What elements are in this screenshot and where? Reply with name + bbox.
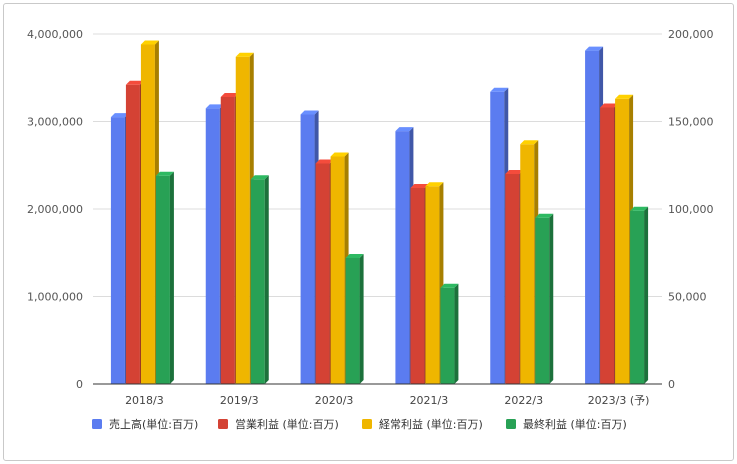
bar-top: [585, 46, 604, 51]
bars: [110, 40, 649, 384]
left-axis-ticks: 0 1,000,000 2,000,000 3,000,000 4,000,000: [27, 28, 83, 391]
right-tick-label: 200,000: [668, 28, 714, 41]
bar: [395, 131, 410, 384]
bar-top: [535, 213, 554, 218]
bar-top: [505, 170, 524, 174]
bar-top: [345, 254, 364, 258]
bar-top: [425, 182, 444, 187]
bar: [600, 107, 615, 384]
right-tick-label: 100,000: [668, 203, 714, 216]
bar: [585, 50, 600, 384]
bar-top: [330, 152, 349, 157]
category-label: 2020/3: [315, 394, 354, 407]
bar-side: [169, 171, 174, 384]
bar-top: [110, 113, 129, 118]
legend-item: 経常利益 (単位:百万): [362, 417, 483, 431]
bar-top: [440, 283, 459, 288]
right-tick-label: 150,000: [668, 116, 714, 129]
category-labels: 2018/3 2019/3 2020/3 2021/3 2022/3 2023/3 (予): [125, 394, 649, 407]
legend: 売上高(単位:百万) 営業利益 (単位:百万) 経常利益 (単位:百万) 最終利益 (…: [92, 417, 627, 431]
left-tick-label: 4,000,000: [27, 28, 83, 41]
left-tick-label: 3,000,000: [27, 116, 83, 129]
bar: [505, 174, 520, 384]
legend-swatch: [362, 419, 372, 429]
right-axis-ticks: 0 50,000 100,000 150,000 200,000: [668, 28, 714, 391]
legend-label: 営業利益 (単位:百万): [235, 417, 339, 431]
category-label: 2023/3 (予): [588, 394, 650, 407]
legend-swatch: [218, 419, 228, 429]
bar-top: [490, 87, 509, 92]
left-tick-label: 1,000,000: [27, 291, 83, 304]
bar-top: [315, 159, 334, 164]
bar: [235, 56, 250, 384]
bar: [110, 117, 125, 384]
left-tick-label: 0: [76, 378, 83, 391]
bar-side: [359, 254, 364, 384]
bar: [440, 287, 455, 384]
bar: [300, 114, 315, 384]
bar-top: [220, 93, 239, 97]
bar: [140, 44, 155, 384]
right-tick-label: 0: [668, 378, 675, 391]
bar-side: [644, 206, 649, 384]
gridlines: [93, 33, 662, 297]
bar: [425, 186, 440, 384]
legend-swatch: [506, 419, 516, 429]
legend-label: 経常利益 (単位:百万): [379, 417, 483, 431]
bar: [345, 258, 360, 384]
bar: [615, 98, 630, 384]
bar: [520, 144, 535, 384]
bar-top: [600, 103, 619, 108]
bar-side: [454, 283, 459, 384]
bar-top: [300, 110, 319, 115]
legend-item: 売上高(単位:百万): [92, 417, 198, 431]
legend-label: 売上高(単位:百万): [109, 417, 198, 431]
bar: [315, 163, 330, 384]
bar-top: [615, 94, 634, 99]
left-tick-label: 2,000,000: [27, 203, 83, 216]
category-label: 2018/3: [125, 394, 164, 407]
bar-top: [155, 171, 174, 176]
legend-swatch: [92, 419, 102, 429]
category-label: 2019/3: [220, 394, 259, 407]
category-label: 2021/3: [410, 394, 449, 407]
legend-item: 最終利益 (単位:百万): [506, 417, 627, 431]
bar-top: [250, 175, 269, 180]
legend-label: 最終利益 (単位:百万): [523, 417, 627, 431]
bar: [155, 175, 170, 384]
bar-top: [520, 140, 539, 145]
right-tick-label: 50,000: [668, 291, 707, 304]
bar: [630, 210, 645, 384]
bar: [490, 91, 505, 384]
bar-top: [140, 40, 159, 45]
bar: [250, 179, 265, 384]
bar-top: [205, 104, 224, 109]
bar-top: [235, 52, 254, 57]
bar-side: [549, 213, 554, 384]
bar: [205, 108, 220, 384]
bar-top: [410, 184, 429, 188]
bar: [330, 156, 345, 384]
legend-item: 営業利益 (単位:百万): [218, 417, 339, 431]
bar-top: [395, 127, 414, 132]
bar-top: [630, 206, 649, 211]
category-label: 2022/3: [504, 394, 543, 407]
bar-top: [125, 80, 144, 85]
bar: [535, 217, 550, 384]
bar: [220, 97, 235, 384]
bar-side: [264, 175, 269, 384]
bar: [410, 188, 425, 384]
bar: [125, 84, 140, 384]
